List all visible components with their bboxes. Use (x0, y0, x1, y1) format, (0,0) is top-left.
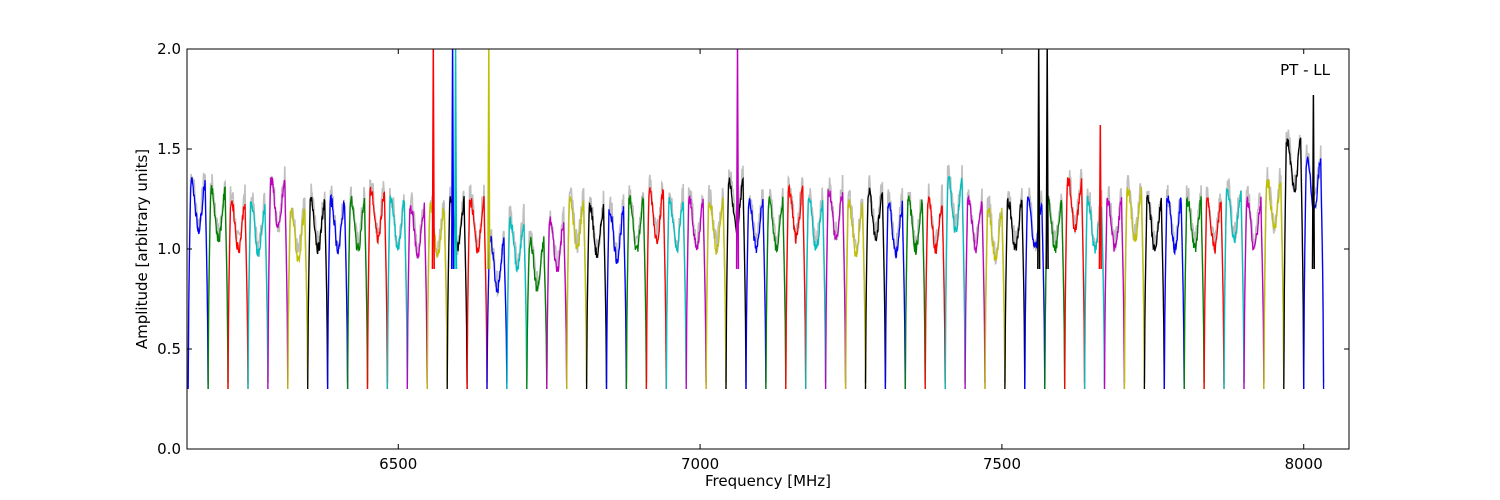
spectral-window-line (705, 197, 727, 390)
spectral-window-line (805, 197, 827, 390)
spectral-window-line (685, 194, 707, 390)
x-axis-label: Frequency [MHz] (705, 472, 831, 490)
spectral-window-line (307, 196, 329, 390)
spectral-window-line (406, 202, 428, 390)
rfi-spike-line (1098, 124, 1102, 270)
spectral-window-line (267, 177, 289, 390)
spectral-window-line (1024, 196, 1046, 390)
spectral-window-line (287, 207, 309, 390)
background-window-line (964, 188, 986, 384)
spectral-window-line (924, 195, 946, 390)
background-window-line (705, 184, 727, 384)
spectral-window-line (326, 193, 349, 390)
spectral-window-line (466, 196, 488, 390)
spectral-window-line (844, 199, 867, 390)
y-axis-label: Amplitude [arbitrary units] (133, 149, 151, 349)
background-window-line (605, 194, 628, 384)
spectral-window-line (1243, 196, 1265, 390)
spectral-window-line (506, 215, 528, 390)
annotation-label: PT - LL (1280, 61, 1331, 79)
background-window-line (546, 206, 568, 384)
spectral-window-line (984, 207, 1006, 390)
spectral-window-line (864, 187, 887, 390)
spectral-window-line (665, 196, 687, 390)
spectral-window-line (605, 206, 628, 390)
y-tick-label: 2.0 (157, 40, 181, 58)
spectral-window-line (585, 202, 608, 390)
spectral-window-line (1123, 186, 1146, 390)
spectral-window-line (346, 195, 369, 390)
spectral-window-line (386, 195, 408, 390)
rfi-spike-line (1045, 49, 1049, 270)
spectral-window-line (964, 194, 986, 390)
background-window-line (486, 229, 508, 384)
spectral-window-line (1263, 179, 1285, 390)
spectral-window-line (187, 177, 209, 390)
spectral-window-line (645, 187, 667, 390)
spectral-window-line (247, 201, 269, 390)
y-tick-label: 1.5 (157, 140, 181, 158)
y-tick-label: 1.0 (157, 240, 181, 258)
y-tick-label: 0.0 (157, 440, 181, 458)
spectral-window-line (1223, 187, 1245, 390)
background-window-line (725, 165, 747, 384)
background-window-line (844, 189, 867, 384)
spectral-window-line (1064, 177, 1086, 390)
spectral-window-line (1163, 195, 1185, 390)
x-tick-label: 8000 (1285, 455, 1323, 473)
background-window-line (287, 197, 309, 384)
spectral-window-line (725, 176, 747, 390)
spectral-window-line (227, 200, 249, 390)
background-window-line (1263, 167, 1285, 384)
background-window-line (1024, 187, 1046, 384)
x-tick-label: 7500 (983, 455, 1021, 473)
spectral-window-line (566, 196, 588, 390)
spectral-window-line (366, 186, 389, 390)
series-layer (187, 49, 1325, 390)
spectral-window-line (1004, 198, 1026, 390)
spectral-window-line (745, 198, 767, 390)
spectral-window-line (765, 196, 787, 390)
rfi-spike-line (450, 49, 455, 270)
x-tick-label: 7000 (681, 455, 719, 473)
spectral-window-line (207, 185, 229, 390)
spectral-window-line (1283, 137, 1305, 390)
spectral-window-line (884, 200, 906, 390)
rfi-spike-line (1311, 94, 1316, 270)
x-tick-label: 6500 (379, 455, 417, 473)
ticks-layer: 6500 7000 7500 8000 0.0 0.5 1.0 1.5 2.0 (157, 40, 1349, 473)
background-window-line (565, 187, 588, 384)
spectral-window-line (944, 175, 966, 390)
spectral-window-line (546, 216, 568, 390)
rfi-spike-line (487, 49, 491, 270)
spectral-window-line (625, 195, 648, 390)
spectral-window-line (1183, 196, 1205, 390)
spectral-window-line (1203, 197, 1225, 390)
rfi-spike-line (735, 49, 740, 270)
spectral-window-line (1143, 194, 1165, 390)
rfi-spike-line (1037, 49, 1041, 270)
y-tick-label: 0.5 (157, 340, 181, 358)
background-window-line (227, 184, 249, 384)
rfi-spike-line (453, 49, 458, 270)
background-window-line (585, 190, 608, 384)
background-window-line (864, 175, 887, 384)
spectral-window-line (1103, 197, 1126, 390)
spectral-window-line (426, 201, 448, 390)
spectral-window-line (785, 183, 807, 390)
background-window-line (346, 186, 369, 384)
spectral-window-line (526, 236, 548, 390)
rfi-spike-line (431, 49, 435, 270)
spectral-window-line (824, 189, 847, 390)
spectral-window-line (904, 195, 926, 390)
